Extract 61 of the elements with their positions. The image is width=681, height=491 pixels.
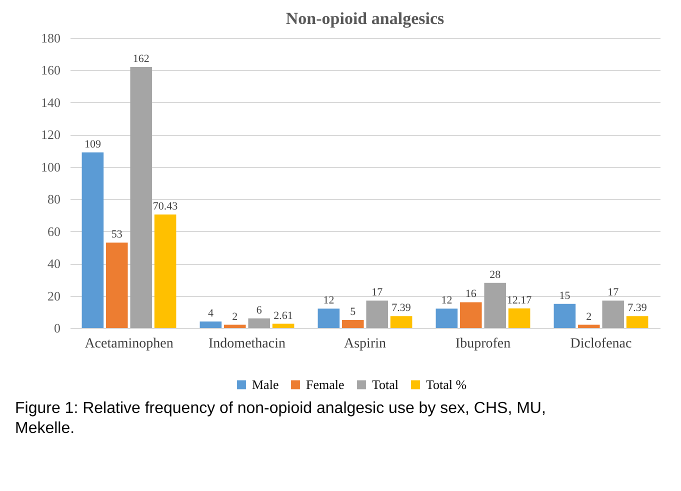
data-label: 4 (208, 308, 214, 320)
data-label: 17 (608, 286, 620, 299)
data-label: 162 (132, 53, 150, 65)
bar (626, 316, 648, 328)
bar (602, 300, 624, 328)
y-tick-label: 60 (48, 224, 60, 239)
data-label: 2 (232, 310, 238, 323)
caption: Figure 1: Relative frequency of non-opioid analgesic use by sex, CHS, MU, Mekelle. (15, 400, 546, 437)
bar (200, 322, 222, 328)
data-label: 2.61 (274, 310, 293, 322)
data-label: 15 (559, 290, 571, 302)
bar (578, 324, 600, 328)
y-tick-label: 100 (41, 159, 60, 174)
bar (272, 324, 294, 328)
bar (390, 316, 412, 328)
bar (436, 308, 458, 328)
bar (106, 242, 128, 328)
y-tick-label: 40 (48, 256, 60, 272)
y-tick-label: 80 (48, 192, 60, 207)
y-tick-label: 140 (41, 94, 60, 110)
data-label: 70.43 (152, 200, 178, 213)
bar (154, 214, 176, 328)
data-label: 12 (441, 294, 452, 307)
bar (484, 282, 506, 328)
data-label: 7.39 (392, 302, 412, 314)
x-tick-label: Aspirin (344, 336, 386, 352)
chart-title: Non-opioid analgesics (286, 9, 444, 28)
y-tick-label: 160 (41, 62, 60, 78)
data-label: 12 (323, 294, 334, 307)
bar (82, 152, 104, 328)
data-label: 16 (465, 288, 477, 300)
y-tick-label: 180 (41, 30, 60, 46)
bar (248, 318, 270, 328)
bar (366, 300, 388, 328)
data-label: 6 (256, 304, 262, 316)
data-label: 53 (111, 228, 123, 241)
bar (460, 302, 482, 328)
legend-label: Total % (426, 376, 467, 392)
legend-label: Male (252, 376, 279, 392)
legend-label: Female (306, 376, 344, 392)
x-tick-label: Acetaminophen (84, 336, 174, 352)
bar (508, 308, 530, 328)
y-tick-label: 0 (54, 320, 60, 336)
data-label: 7.39 (628, 302, 648, 314)
bar (224, 324, 246, 328)
data-label: 17 (372, 286, 384, 299)
data-label: 12.17 (506, 294, 532, 306)
data-label: 28 (490, 268, 502, 281)
y-tick-label: 20 (48, 288, 60, 304)
data-label: 5 (350, 306, 356, 318)
bar (342, 320, 364, 328)
bar (318, 308, 340, 328)
x-tick-label: Ibuprofen (455, 336, 511, 352)
x-tick-label: Indomethacin (208, 336, 286, 352)
bar (130, 67, 152, 328)
y-tick-label: 120 (41, 127, 60, 142)
x-tick-label: Diclofenac (570, 336, 632, 352)
data-label: 109 (84, 138, 102, 150)
legend-label: Total (372, 376, 399, 392)
data-label: 2 (586, 310, 592, 323)
bar (554, 304, 576, 328)
